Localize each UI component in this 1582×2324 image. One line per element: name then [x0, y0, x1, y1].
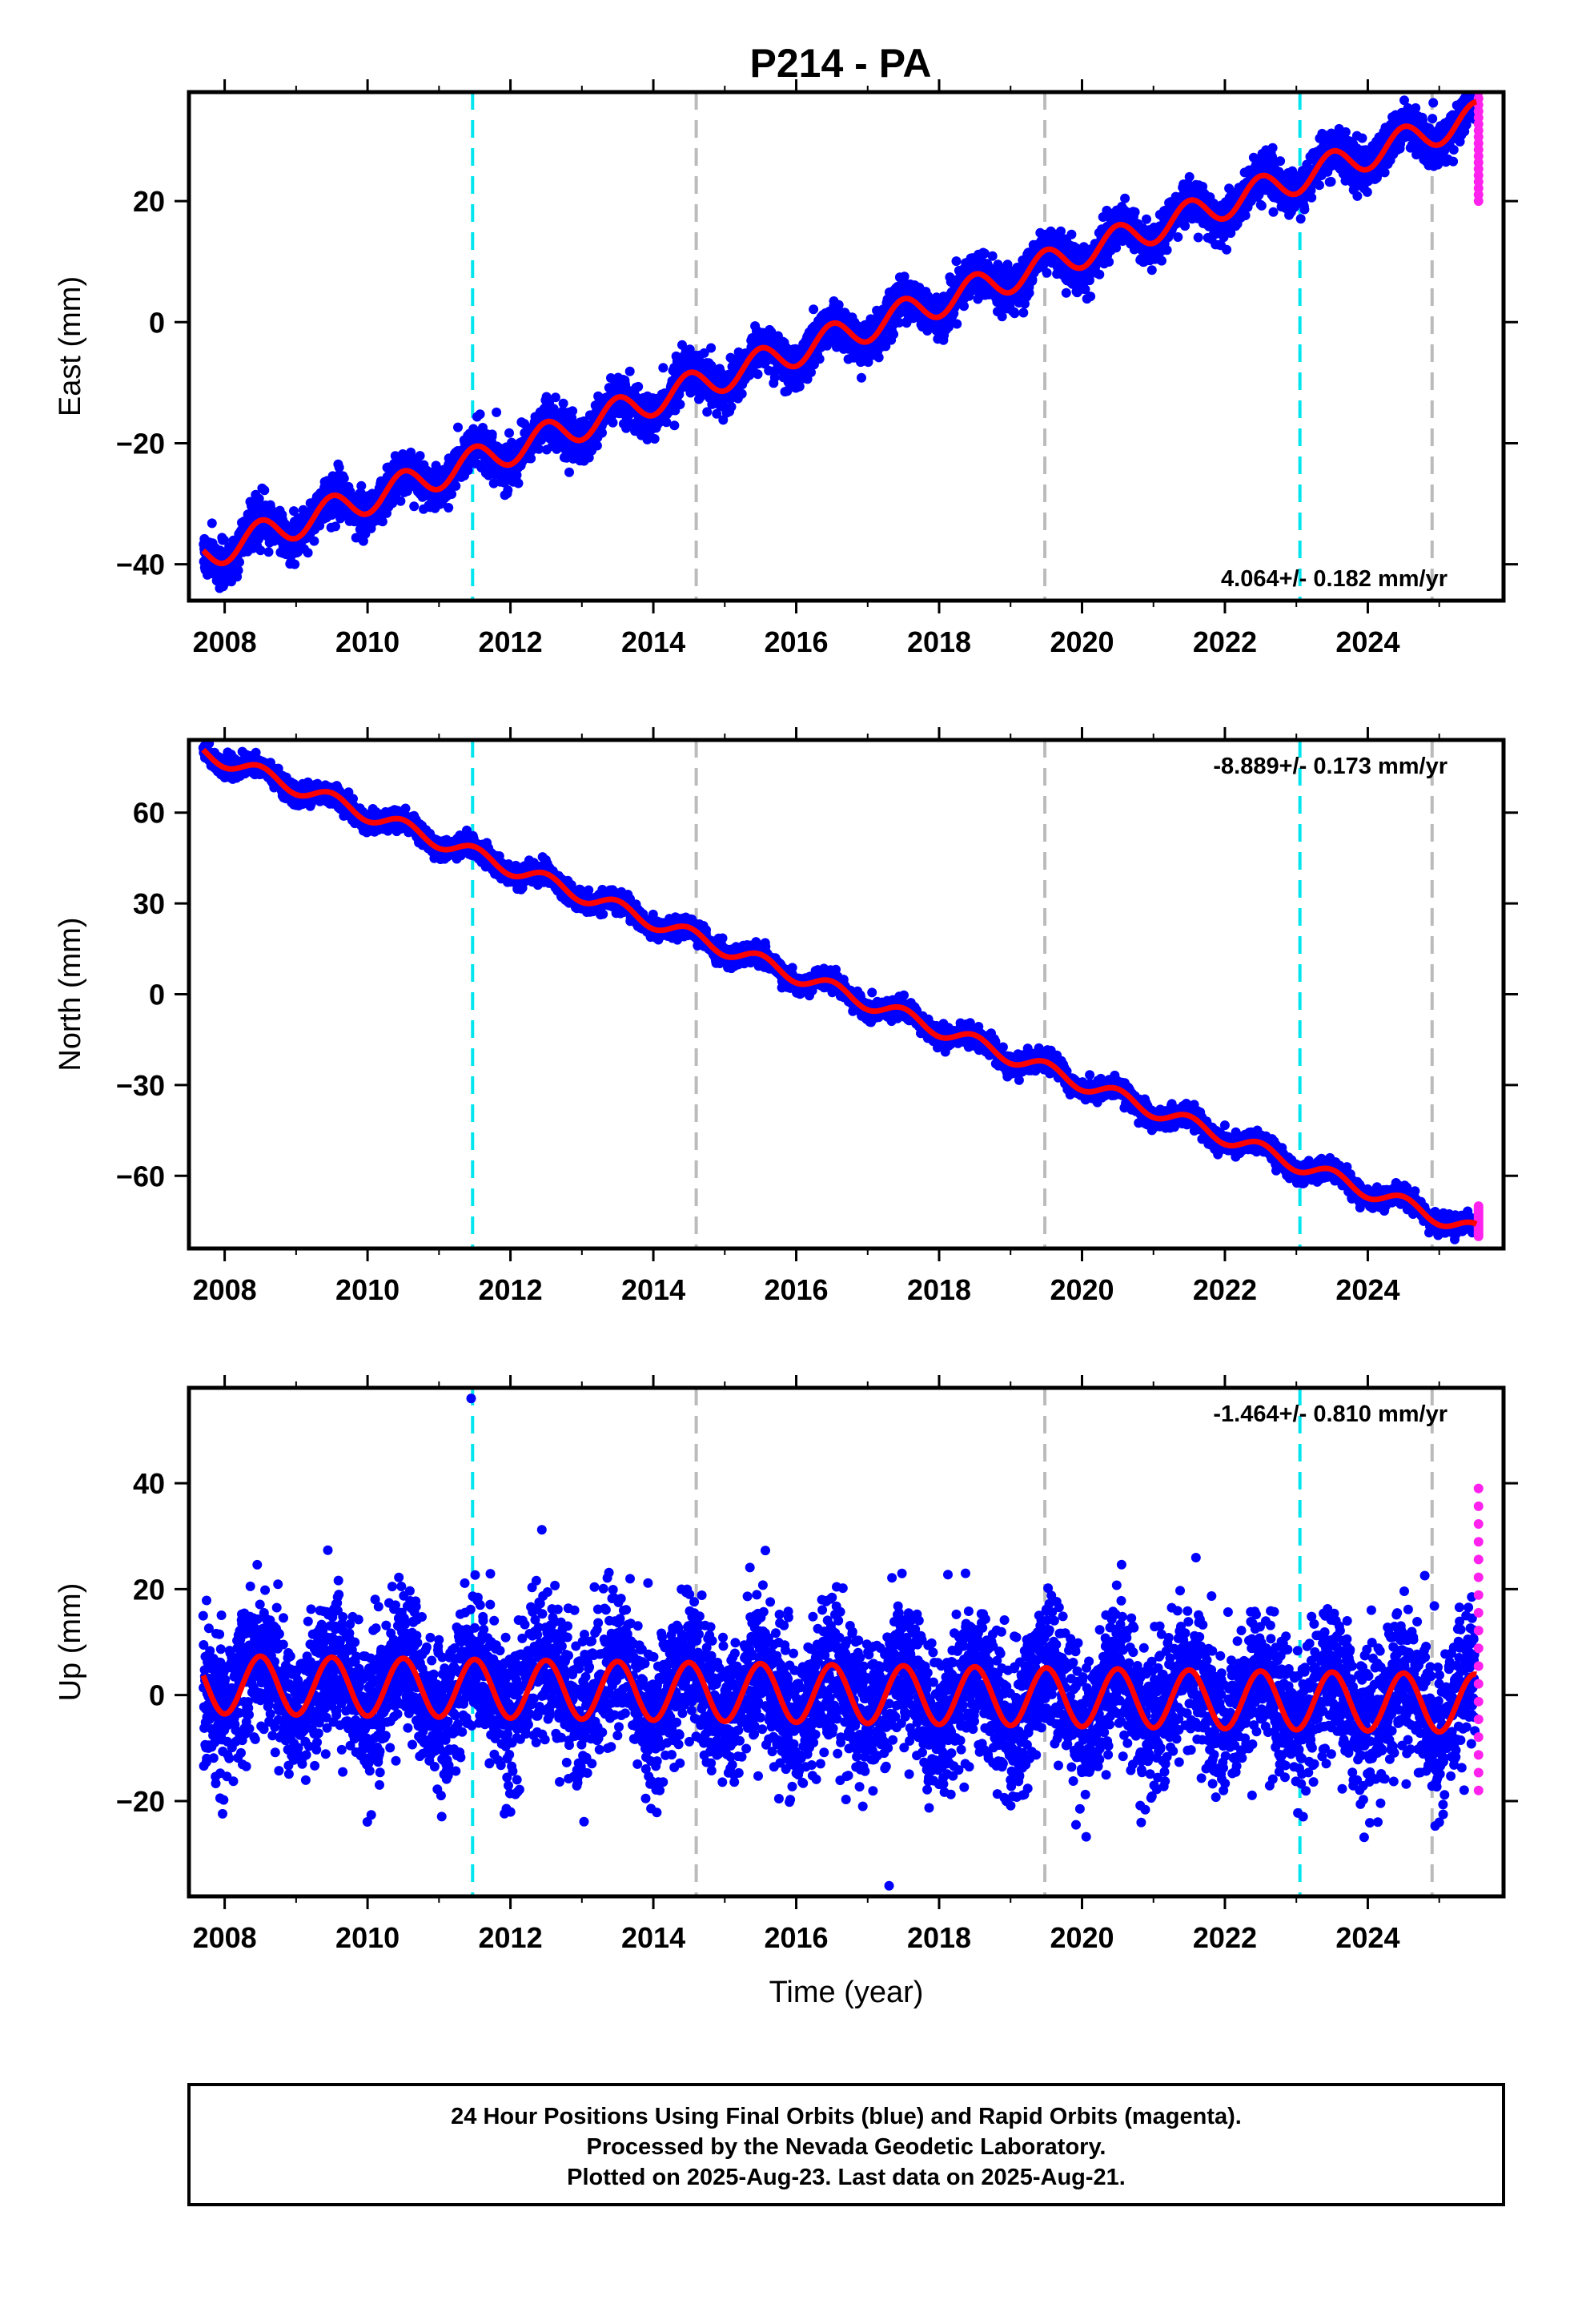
data-point [504, 428, 514, 438]
data-point [409, 501, 420, 512]
data-point [487, 429, 497, 440]
figure-title: P214 - PA [750, 41, 932, 86]
data-point [706, 343, 717, 353]
data-point [592, 440, 602, 451]
data-point [451, 480, 461, 491]
data-point [453, 422, 463, 432]
data-point [997, 312, 1007, 322]
data-point [889, 329, 899, 340]
data-point [1104, 257, 1114, 267]
data-point [235, 557, 244, 567]
data-point [475, 409, 485, 420]
data-point [702, 407, 713, 417]
data-point [331, 521, 340, 532]
data-point [661, 417, 672, 428]
data-point [534, 444, 544, 454]
data-point [289, 506, 299, 517]
data-point [564, 467, 574, 477]
data-point [649, 434, 660, 444]
data-point [952, 319, 962, 329]
data-point [633, 381, 644, 392]
plot-area [199, 92, 1484, 601]
data-point [512, 470, 522, 480]
data-point [1130, 207, 1140, 217]
data-point [492, 407, 502, 417]
data-point [1010, 308, 1020, 319]
data-point [753, 369, 763, 380]
data-point [1222, 244, 1232, 255]
data-point [339, 473, 349, 484]
data-point [356, 480, 367, 491]
data-point [303, 548, 313, 558]
data-point [513, 478, 524, 489]
data-point [814, 354, 825, 364]
data-point [387, 498, 398, 509]
data-point [1157, 255, 1166, 266]
data-point [550, 392, 560, 403]
data-point [568, 406, 578, 416]
data-point [642, 434, 652, 444]
data-point [1193, 232, 1203, 243]
data-point [233, 565, 243, 576]
data-point [1042, 267, 1052, 278]
data-point [558, 398, 568, 408]
data-point [254, 493, 264, 504]
data-point [1086, 292, 1096, 302]
data-point [873, 352, 884, 363]
data-point [1146, 265, 1157, 275]
data-point [415, 451, 425, 461]
data-point [1024, 287, 1034, 298]
data-point [1094, 269, 1105, 279]
data-point [794, 381, 805, 392]
data-point [503, 485, 513, 496]
data-point [597, 428, 607, 438]
data-point [712, 408, 722, 419]
data-point [1061, 287, 1071, 298]
data-point [699, 348, 709, 358]
data-point [447, 489, 457, 499]
data-point [1173, 232, 1183, 242]
data-point [255, 545, 266, 556]
data-point [658, 363, 669, 373]
data-point [309, 536, 319, 546]
data-point [259, 485, 270, 496]
data-point [1184, 171, 1195, 182]
data-point [377, 517, 387, 527]
data-point [685, 344, 695, 355]
data-point [718, 415, 729, 425]
data-point [444, 503, 454, 513]
data-point [290, 559, 300, 569]
data-point [334, 462, 344, 472]
data-point [726, 402, 737, 412]
data-point [809, 304, 819, 315]
data-point [1162, 245, 1172, 255]
data-point [624, 366, 635, 376]
data-point [1142, 214, 1151, 224]
data-point [1018, 308, 1029, 318]
data-point [219, 535, 229, 545]
final-orbit-points [199, 92, 1480, 593]
data-point [263, 547, 274, 557]
data-point [526, 453, 536, 464]
data-point [857, 372, 866, 383]
data-point [769, 372, 780, 383]
data-point [987, 251, 998, 261]
data-point [1084, 275, 1094, 286]
data-point [1180, 221, 1191, 231]
data-point [951, 256, 962, 267]
data-point [1120, 193, 1130, 203]
data-point [207, 518, 217, 529]
east-panel: 2008 2010 2012 2014 2016 2018 2020 2022 2024200−… [54, 79, 1518, 658]
data-point [737, 388, 747, 399]
data-point [669, 420, 680, 431]
data-point [608, 417, 618, 428]
data-point [396, 496, 406, 506]
data-point [675, 400, 685, 409]
data-point [806, 368, 816, 377]
data-point [1066, 229, 1077, 239]
